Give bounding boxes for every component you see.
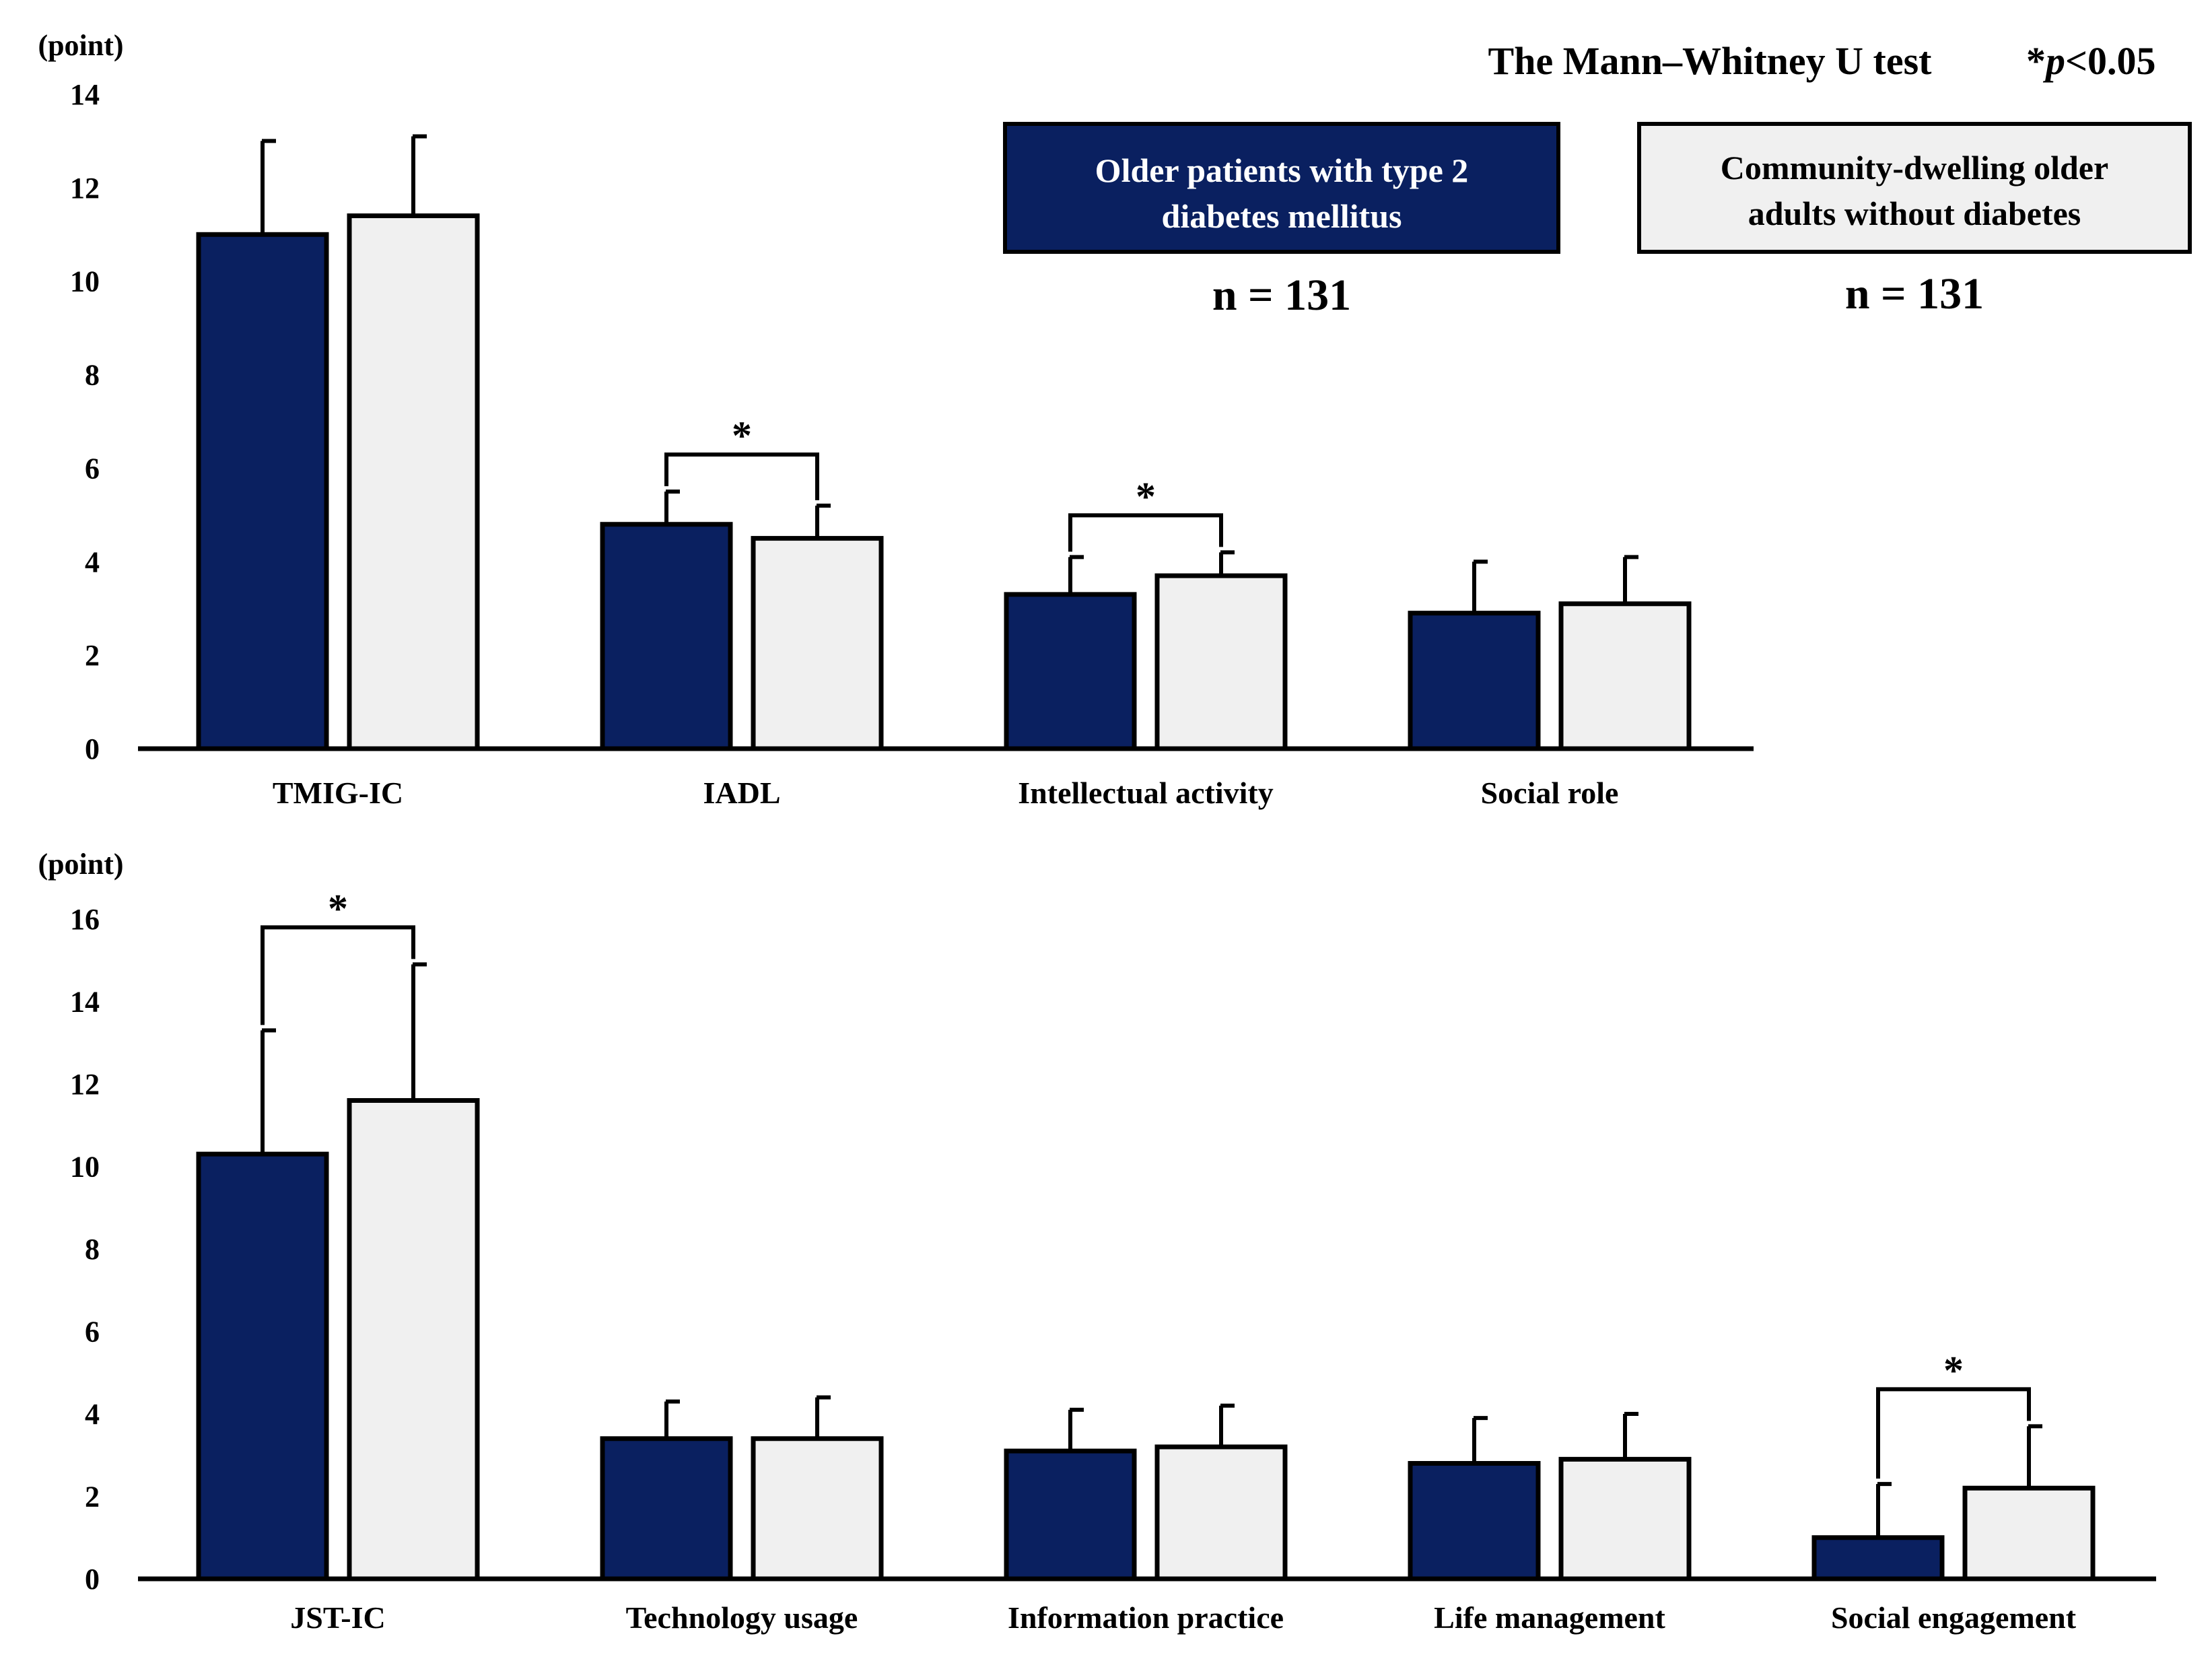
y-tick-label: 8 xyxy=(85,359,100,392)
bar xyxy=(1004,592,1137,751)
significance-star: * xyxy=(1943,1348,1964,1392)
bar xyxy=(1558,1456,1692,1582)
significance-bracket xyxy=(1068,513,1223,552)
category-label: Information practice xyxy=(1008,1600,1284,1635)
bar xyxy=(1408,1461,1541,1582)
category-label: Social engagement xyxy=(1831,1600,2077,1635)
significance-star: * xyxy=(1136,474,1156,518)
bar xyxy=(196,232,329,751)
bar xyxy=(600,522,733,751)
category-label: Technology usage xyxy=(626,1600,858,1635)
significance-note: *p<0.05 xyxy=(2026,39,2156,83)
y-tick-label: 0 xyxy=(85,1563,100,1596)
test-label: The Mann–Whitney U test xyxy=(1488,39,1933,83)
bar xyxy=(1004,1448,1137,1582)
y-tick-label: 10 xyxy=(70,265,100,298)
y-tick-label: 4 xyxy=(85,545,100,578)
bar xyxy=(196,1151,329,1582)
significance-bracket xyxy=(664,452,819,500)
significance-star: * xyxy=(328,886,348,930)
y-axis-unit: (point) xyxy=(38,29,123,62)
y-tick-label: 16 xyxy=(70,903,100,936)
legend-swatch-series2 xyxy=(1637,122,2192,254)
sig-p: p xyxy=(2042,39,2065,83)
y-tick-label: 12 xyxy=(70,1068,100,1101)
bar xyxy=(751,1436,884,1582)
category-label: IADL xyxy=(703,776,780,810)
legend-series2-line2: adults without diabetes xyxy=(1748,195,2081,232)
bar xyxy=(347,1098,480,1582)
y-tick-label: 2 xyxy=(85,1481,100,1514)
legend-swatch-series1 xyxy=(1003,122,1560,254)
significance-bracket xyxy=(1876,1387,2031,1479)
significance-bracket xyxy=(261,925,415,1025)
y-tick-label: 12 xyxy=(70,172,100,205)
bar xyxy=(1154,1444,1288,1582)
category-label: TMIG-IC xyxy=(273,776,403,810)
y-tick-label: 6 xyxy=(85,452,100,485)
category-label: Intellectual activity xyxy=(1018,776,1273,810)
legend-series2-line1: Community-dwelling older xyxy=(1721,149,2108,186)
sig-threshold: <0.05 xyxy=(2065,39,2156,83)
category-label: Life management xyxy=(1434,1600,1665,1635)
bar xyxy=(751,536,884,751)
sig-star: * xyxy=(2026,39,2046,83)
y-tick-label: 10 xyxy=(70,1151,100,1184)
legend-series1-line2: diabetes mellitus xyxy=(1162,197,1402,235)
y-tick-label: 4 xyxy=(85,1398,100,1431)
y-tick-label: 0 xyxy=(85,733,100,766)
bar xyxy=(1558,601,1692,751)
bar xyxy=(1811,1535,1945,1582)
y-tick-label: 14 xyxy=(70,986,100,1019)
y-tick-label: 2 xyxy=(85,639,100,672)
chart-bottom: (point) 0 2 4 6 8 10 12 14 16 JST-IC * Technology us… xyxy=(38,848,2156,1635)
chart-top: (point) 0 2 4 6 8 10 12 14 TMIG-IC IADL * Intellectu… xyxy=(38,29,1754,810)
bar xyxy=(1962,1485,2096,1582)
y-tick-label: 14 xyxy=(70,78,100,111)
bar xyxy=(347,213,480,751)
legend-series2-n: n = 131 xyxy=(1845,269,1984,318)
legend-series1-n: n = 131 xyxy=(1212,271,1351,320)
category-label: JST-IC xyxy=(290,1600,385,1635)
bar xyxy=(1408,611,1541,751)
significance-star: * xyxy=(732,413,752,458)
y-tick-label: 8 xyxy=(85,1233,100,1266)
y-tick-label: 6 xyxy=(85,1316,100,1349)
category-label: Social role xyxy=(1481,776,1619,810)
legend-series1-line1: Older patients with type 2 xyxy=(1095,151,1469,189)
bar xyxy=(600,1436,733,1582)
bar xyxy=(1154,573,1288,751)
y-axis-unit: (point) xyxy=(38,848,123,881)
